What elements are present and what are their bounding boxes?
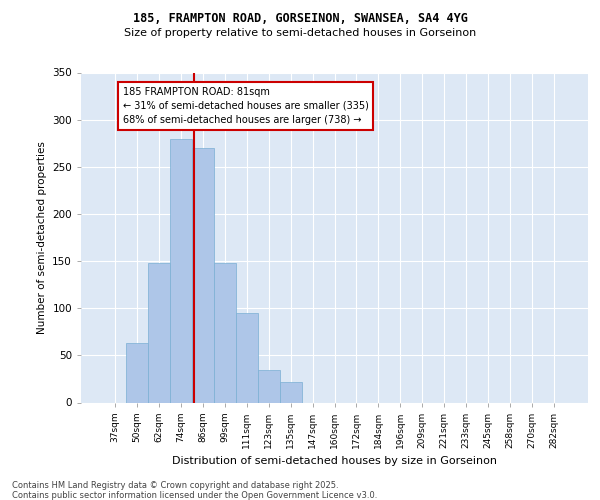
Bar <box>280 382 302 402</box>
Bar <box>214 263 236 402</box>
Bar <box>257 370 280 402</box>
Text: Contains HM Land Registry data © Crown copyright and database right 2025.
Contai: Contains HM Land Registry data © Crown c… <box>12 480 377 500</box>
Bar <box>148 263 170 402</box>
Text: 185, FRAMPTON ROAD, GORSEINON, SWANSEA, SA4 4YG: 185, FRAMPTON ROAD, GORSEINON, SWANSEA, … <box>133 12 467 26</box>
X-axis label: Distribution of semi-detached houses by size in Gorseinon: Distribution of semi-detached houses by … <box>172 456 497 466</box>
Y-axis label: Number of semi-detached properties: Number of semi-detached properties <box>37 141 47 334</box>
Text: 185 FRAMPTON ROAD: 81sqm
← 31% of semi-detached houses are smaller (335)
68% of : 185 FRAMPTON ROAD: 81sqm ← 31% of semi-d… <box>123 86 368 124</box>
Bar <box>126 343 148 402</box>
Bar <box>236 313 257 402</box>
Text: Size of property relative to semi-detached houses in Gorseinon: Size of property relative to semi-detach… <box>124 28 476 38</box>
Bar <box>170 138 192 402</box>
Bar <box>192 148 214 403</box>
